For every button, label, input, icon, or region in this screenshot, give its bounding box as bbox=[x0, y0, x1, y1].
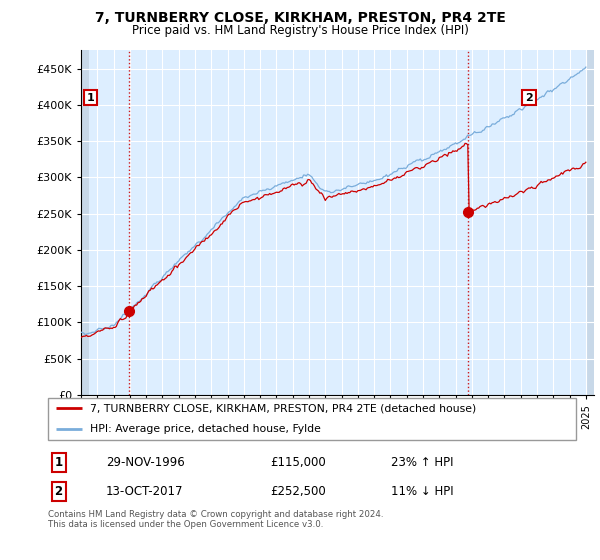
Text: 7, TURNBERRY CLOSE, KIRKHAM, PRESTON, PR4 2TE (detached house): 7, TURNBERRY CLOSE, KIRKHAM, PRESTON, PR… bbox=[90, 403, 476, 413]
Text: 11% ↓ HPI: 11% ↓ HPI bbox=[391, 485, 454, 498]
Bar bbox=[586, 50, 594, 395]
Text: 1: 1 bbox=[87, 92, 95, 102]
Text: £252,500: £252,500 bbox=[270, 485, 326, 498]
Text: 7, TURNBERRY CLOSE, KIRKHAM, PRESTON, PR4 2TE: 7, TURNBERRY CLOSE, KIRKHAM, PRESTON, PR… bbox=[95, 11, 505, 25]
Text: 2: 2 bbox=[525, 92, 533, 102]
Text: Contains HM Land Registry data © Crown copyright and database right 2024.
This d: Contains HM Land Registry data © Crown c… bbox=[48, 510, 383, 529]
Text: 2: 2 bbox=[55, 485, 62, 498]
Text: 1: 1 bbox=[55, 456, 62, 469]
Text: 29-NOV-1996: 29-NOV-1996 bbox=[106, 456, 185, 469]
Bar bbox=[81, 50, 89, 395]
FancyBboxPatch shape bbox=[48, 398, 576, 440]
Text: HPI: Average price, detached house, Fylde: HPI: Average price, detached house, Fyld… bbox=[90, 424, 321, 434]
Text: 13-OCT-2017: 13-OCT-2017 bbox=[106, 485, 184, 498]
Text: £115,000: £115,000 bbox=[270, 456, 326, 469]
Text: 23% ↑ HPI: 23% ↑ HPI bbox=[391, 456, 454, 469]
Text: Price paid vs. HM Land Registry's House Price Index (HPI): Price paid vs. HM Land Registry's House … bbox=[131, 24, 469, 36]
